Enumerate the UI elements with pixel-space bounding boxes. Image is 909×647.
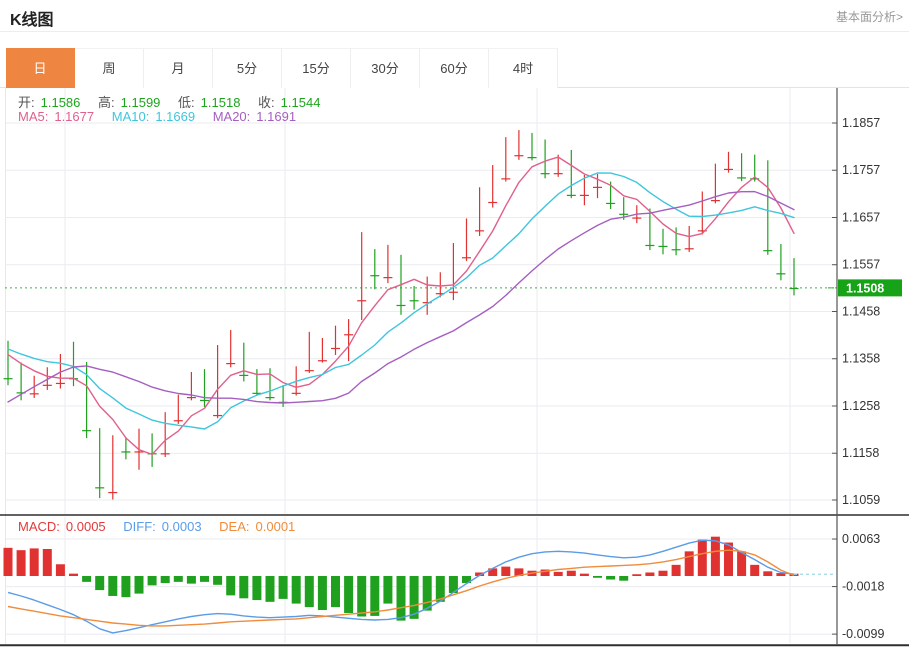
svg-text:1.1258: 1.1258 <box>842 399 880 413</box>
svg-text:1.1458: 1.1458 <box>842 305 880 319</box>
dea-value: 0.0001 <box>255 519 296 534</box>
low-value: 1.1518 <box>200 95 241 110</box>
tab-30min[interactable]: 30分 <box>351 48 420 88</box>
open-value: 1.1586 <box>40 95 81 110</box>
current-price-badge: 1.1508 <box>838 279 902 297</box>
page-title: K线图 <box>10 12 54 29</box>
tab-day[interactable]: 日 <box>6 48 75 88</box>
diff-value: 0.0003 <box>161 519 202 534</box>
ma20-label: MA20: <box>212 109 251 124</box>
svg-text:1.1158: 1.1158 <box>842 446 879 460</box>
svg-text:0.0063: 0.0063 <box>842 532 880 546</box>
diff-label: DIFF: <box>123 519 156 534</box>
macd-label: MACD: <box>18 519 60 534</box>
ma5-value: 1.1677 <box>54 109 95 124</box>
tab-4hour[interactable]: 4时 <box>489 48 558 88</box>
svg-text:1.1657: 1.1657 <box>842 210 880 224</box>
widget-header: K线图 基本面分析> <box>0 0 909 32</box>
ma10-value: 1.1669 <box>155 109 196 124</box>
ma20-value: 1.1691 <box>256 109 297 124</box>
svg-text:-0.0099: -0.0099 <box>842 627 884 641</box>
ma-row: MA5: 1.1677 MA10: 1.1669 MA20: 1.1691 <box>18 109 302 124</box>
svg-text:1.1508: 1.1508 <box>846 281 884 295</box>
svg-text:1.1358: 1.1358 <box>842 352 880 366</box>
tab-week[interactable]: 周 <box>75 48 144 88</box>
tab-15min[interactable]: 15分 <box>282 48 351 88</box>
tab-month[interactable]: 月 <box>144 48 213 88</box>
macd-header-row: MACD: 0.0005 DIFF: 0.0003 DEA: 0.0001 <box>18 519 301 534</box>
macd-value: 0.0005 <box>65 519 106 534</box>
ma10-label: MA10: <box>111 109 150 124</box>
svg-text:-0.0018: -0.0018 <box>842 580 884 594</box>
interval-tabbar: 日周月 5分 15分 30分 60分 4时 <box>0 48 909 88</box>
svg-text:1.1757: 1.1757 <box>842 163 880 177</box>
tab-60min[interactable]: 60分 <box>420 48 489 88</box>
low-label: 低: <box>178 95 195 110</box>
svg-text:1.1857: 1.1857 <box>842 116 880 130</box>
close-label: 收: <box>258 95 275 110</box>
ohlc-row: 开: 1.1586 高: 1.1599 低: 1.1518 收: 1.1544 <box>18 92 326 111</box>
open-label: 开: <box>18 95 35 110</box>
dea-label: DEA: <box>219 519 250 534</box>
tab-5min[interactable]: 5分 <box>213 48 282 88</box>
ma5-label: MA5: <box>18 109 49 124</box>
high-label: 高: <box>98 95 115 110</box>
svg-text:1.1557: 1.1557 <box>842 258 880 272</box>
close-value: 1.1544 <box>280 95 321 110</box>
fundamental-analysis-link[interactable]: 基本面分析> <box>835 10 903 24</box>
svg-text:1.1059: 1.1059 <box>842 493 880 507</box>
high-value: 1.1599 <box>120 95 161 110</box>
